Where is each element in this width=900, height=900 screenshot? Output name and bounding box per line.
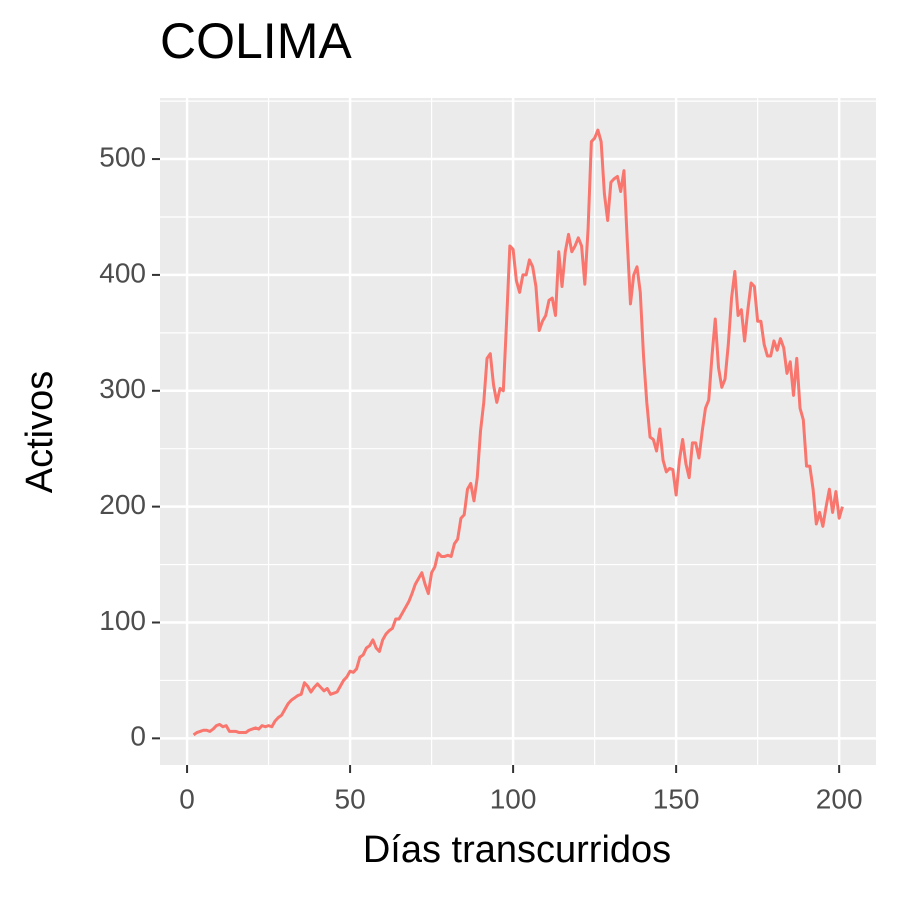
y-tick-label: 400 bbox=[99, 257, 146, 288]
y-tick-label: 300 bbox=[99, 373, 146, 404]
y-tick-label: 0 bbox=[130, 721, 146, 752]
y-tick-label: 100 bbox=[99, 605, 146, 636]
y-tick-label: 500 bbox=[99, 141, 146, 172]
x-tick-label: 150 bbox=[653, 783, 700, 814]
x-tick-label: 100 bbox=[490, 783, 537, 814]
y-tick-label: 200 bbox=[99, 489, 146, 520]
x-tick-label: 0 bbox=[179, 783, 195, 814]
x-tick-label: 200 bbox=[816, 783, 863, 814]
plot-panel bbox=[160, 98, 876, 765]
chart-title: COLIMA bbox=[160, 13, 352, 69]
x-axis-title: Días transcurridos bbox=[363, 829, 671, 871]
x-tick-label: 50 bbox=[335, 783, 366, 814]
data-line bbox=[192, 128, 844, 737]
y-axis-title: Activos bbox=[19, 371, 61, 493]
